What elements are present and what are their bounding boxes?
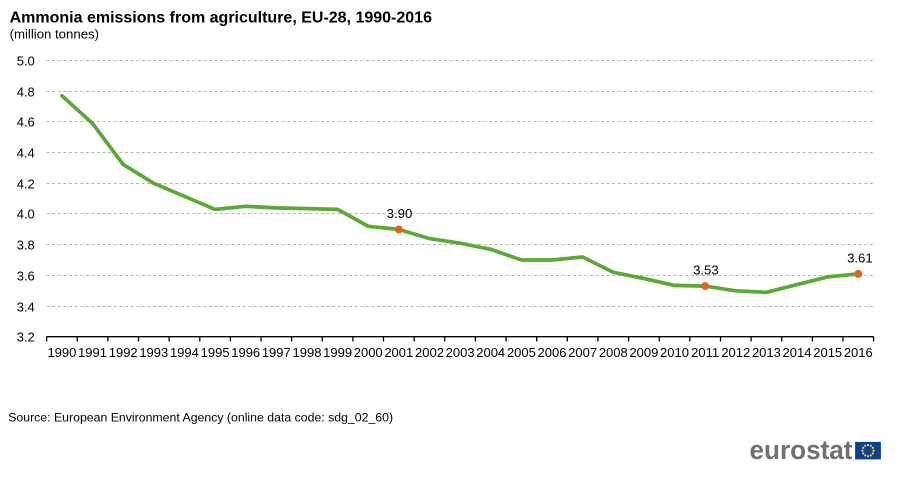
svg-text:2014: 2014 — [783, 345, 812, 360]
svg-text:2002: 2002 — [415, 345, 444, 360]
svg-text:2009: 2009 — [629, 345, 658, 360]
svg-text:Source: European Environment A: Source: European Environment Agency (onl… — [8, 410, 393, 424]
svg-text:1991: 1991 — [78, 345, 107, 360]
svg-text:4.2: 4.2 — [17, 177, 35, 192]
svg-text:2007: 2007 — [568, 345, 597, 360]
svg-text:4.6: 4.6 — [17, 115, 35, 130]
svg-text:3.6: 3.6 — [17, 269, 35, 284]
svg-text:1999: 1999 — [323, 345, 352, 360]
svg-text:2015: 2015 — [813, 345, 842, 360]
svg-text:3.61: 3.61 — [847, 250, 873, 265]
svg-text:3.8: 3.8 — [17, 238, 35, 253]
svg-text:(million tonnes): (million tonnes) — [10, 27, 99, 42]
svg-text:2010: 2010 — [660, 345, 689, 360]
svg-text:3.90: 3.90 — [387, 206, 413, 221]
svg-text:5.0: 5.0 — [17, 54, 35, 69]
svg-text:2003: 2003 — [446, 345, 475, 360]
svg-text:2011: 2011 — [691, 345, 719, 360]
svg-text:2016: 2016 — [844, 345, 873, 360]
svg-text:1995: 1995 — [201, 345, 230, 360]
svg-text:1994: 1994 — [170, 345, 199, 360]
svg-text:4.8: 4.8 — [17, 85, 35, 100]
svg-text:2008: 2008 — [599, 345, 628, 360]
svg-text:1990: 1990 — [47, 345, 76, 360]
svg-text:1996: 1996 — [231, 345, 260, 360]
svg-text:2004: 2004 — [476, 345, 505, 360]
svg-text:2000: 2000 — [354, 345, 383, 360]
svg-text:2005: 2005 — [507, 345, 536, 360]
svg-text:eurostat: eurostat — [750, 435, 853, 465]
svg-text:1992: 1992 — [109, 345, 138, 360]
svg-text:4.4: 4.4 — [17, 146, 35, 161]
svg-text:2012: 2012 — [721, 345, 750, 360]
svg-text:2006: 2006 — [538, 345, 567, 360]
svg-text:3.4: 3.4 — [17, 300, 35, 315]
svg-text:Ammonia emissions from agricul: Ammonia emissions from agriculture, EU-2… — [10, 9, 432, 26]
svg-text:3.53: 3.53 — [693, 263, 719, 278]
svg-text:1998: 1998 — [293, 345, 322, 360]
svg-text:1993: 1993 — [139, 345, 168, 360]
svg-text:3.2: 3.2 — [17, 330, 35, 345]
svg-text:2013: 2013 — [752, 345, 781, 360]
svg-text:2001: 2001 — [384, 345, 413, 360]
svg-text:1997: 1997 — [262, 345, 291, 360]
svg-text:4.0: 4.0 — [17, 207, 35, 222]
